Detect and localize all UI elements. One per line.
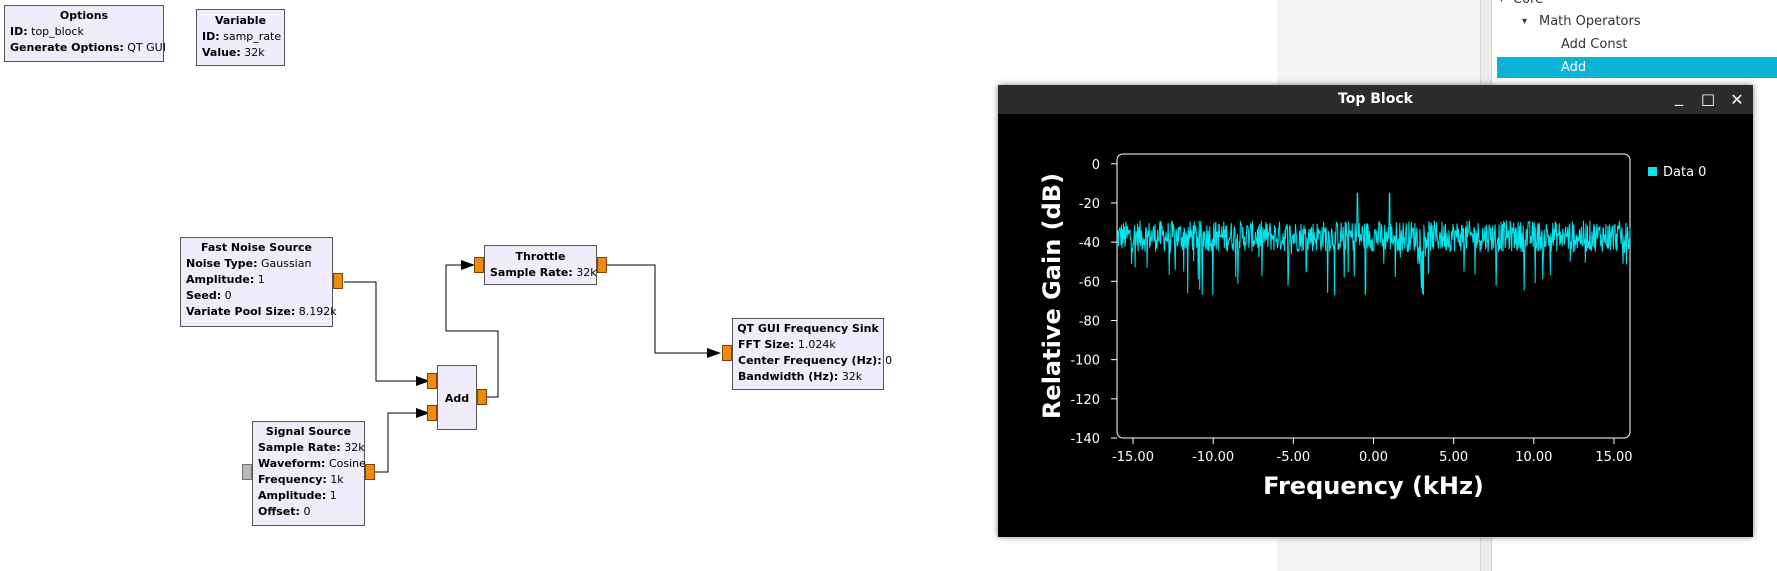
tree-item-label: Add	[1561, 60, 1587, 75]
variable-block[interactable]: Variable ID: samp_rate Value: 32k	[196, 9, 285, 66]
block-param: ID: samp_rate	[202, 30, 282, 43]
block-param: Bandwidth (Hz): 32k	[738, 370, 863, 383]
x-tick-label: -10.00	[1192, 450, 1234, 465]
connection-throttle-sink	[607, 264, 721, 358]
block-param: Offset: 0	[258, 505, 311, 518]
x-tick-label: -5.00	[1277, 450, 1311, 465]
options-block[interactable]: Options ID: top_block Generate Options: …	[4, 5, 166, 62]
tree-item-label: Add Const	[1561, 37, 1628, 52]
block-param: Sample Rate: 32k	[490, 266, 597, 279]
tree-item-label: Core	[1513, 0, 1543, 10]
throttle-out-port[interactable]	[597, 257, 607, 273]
y-tick-label: 0	[1092, 158, 1100, 173]
plot-frame	[1116, 153, 1631, 439]
add-block[interactable]: Add	[437, 365, 477, 430]
connection-noise-add	[344, 281, 430, 386]
y-axis-label: Relative Gain (dB)	[1038, 173, 1066, 419]
connection-add-throttle	[445, 260, 499, 398]
tree-item-core[interactable]: ▾ Core	[1492, 0, 1777, 10]
series-trace-data-0	[1116, 192, 1631, 296]
block-param: Noise Type: Gaussian	[186, 257, 312, 270]
block-param: ID: top_block	[10, 25, 84, 38]
block-title: QT GUI Frequency Sink	[737, 322, 879, 335]
noise-out-port[interactable]	[333, 273, 343, 289]
block-title: Fast Noise Source	[200, 241, 312, 254]
close-icon[interactable]: ✕	[1730, 90, 1744, 109]
freqsink-in-port[interactable]	[722, 345, 732, 361]
connections-layer	[344, 260, 721, 473]
y-tick-label: -20	[1079, 197, 1100, 212]
expand-arrow-icon[interactable]: ▾	[1522, 16, 1528, 27]
tree-item-math-operators[interactable]: ▾ Math Operators	[1492, 11, 1777, 32]
x-axis-label: Frequency (kHz)	[1263, 472, 1484, 500]
block-title: Options	[59, 9, 109, 22]
y-tick-label: -40	[1079, 236, 1100, 251]
qt-gui-frequency-sink-block[interactable]: QT GUI Frequency Sink FFT Size: 1.024k C…	[732, 318, 893, 390]
signal-source-block[interactable]: Signal Source Sample Rate: 32k Waveform:…	[252, 421, 366, 526]
y-tick-label: -140	[1070, 432, 1100, 447]
connection-signal-add	[375, 408, 430, 473]
add-in1-port[interactable]	[427, 405, 437, 421]
block-param: Value: 32k	[202, 46, 265, 59]
block-param: Amplitude: 1	[258, 489, 337, 502]
add-in0-port[interactable]	[427, 373, 437, 389]
x-tick-label: -15.00	[1112, 450, 1154, 465]
window-title: Top Block	[1338, 91, 1413, 107]
block-title: Signal Source	[265, 425, 352, 438]
window-titlebar[interactable]: Top Block _ □ ✕	[998, 85, 1753, 114]
expand-arrow-icon[interactable]: ▾	[1499, 0, 1504, 10]
maximize-icon[interactable]: □	[1700, 90, 1716, 108]
fast-noise-source-block[interactable]: Fast Noise Source Noise Type: Gaussian A…	[180, 237, 337, 327]
y-tick-label: -120	[1070, 393, 1100, 408]
y-tick-label: -60	[1079, 275, 1100, 290]
x-tick-label: 10.00	[1515, 450, 1552, 465]
block-title: Throttle	[515, 250, 566, 263]
block-param: Waveform: Cosine	[258, 457, 366, 470]
y-tick-label: -80	[1079, 314, 1100, 329]
x-tick-label: 5.00	[1439, 450, 1468, 465]
signal-in-port-disabled[interactable]	[242, 464, 252, 480]
tree-item-add-const[interactable]: Add Const	[1492, 34, 1777, 55]
block-param: Amplitude: 1	[186, 273, 265, 286]
throttle-in-port[interactable]	[474, 257, 484, 273]
x-tick-label: 0.00	[1359, 450, 1388, 465]
block-param: Seed: 0	[186, 289, 232, 302]
legend-label: Data 0	[1663, 165, 1706, 180]
block-param: FFT Size: 1.024k	[738, 338, 836, 351]
block-title: Add	[444, 392, 470, 405]
block-param: Center Frequency (Hz): 0	[738, 354, 893, 367]
frequency-plot[interactable]: 0 -20 -40 -60 -80 -100 -120 -140 -15.00 -10.00 -5.…	[998, 114, 1753, 537]
block-param: Frequency: 1k	[258, 473, 344, 486]
block-title: Variable	[214, 14, 267, 27]
legend-swatch	[1648, 167, 1657, 176]
block-param: Variate Pool Size: 8.192k	[186, 305, 337, 318]
top-block-window[interactable]: Top Block _ □ ✕ 0 -20 -40 -60 -80 -100 -120 -14…	[998, 85, 1753, 537]
tree-item-label: Math Operators	[1539, 14, 1641, 29]
throttle-block[interactable]: Throttle Sample Rate: 32k	[484, 245, 597, 285]
x-tick-label: 15.00	[1595, 450, 1632, 465]
block-param: Sample Rate: 32k	[258, 441, 365, 454]
add-out-port[interactable]	[477, 389, 487, 405]
tree-item-add[interactable]: Add	[1497, 57, 1777, 78]
y-tick-label: -100	[1070, 354, 1100, 369]
minimize-icon[interactable]: _	[1675, 87, 1683, 106]
signal-out-port[interactable]	[365, 464, 375, 480]
block-param: Generate Options: QT GUI	[10, 41, 166, 54]
